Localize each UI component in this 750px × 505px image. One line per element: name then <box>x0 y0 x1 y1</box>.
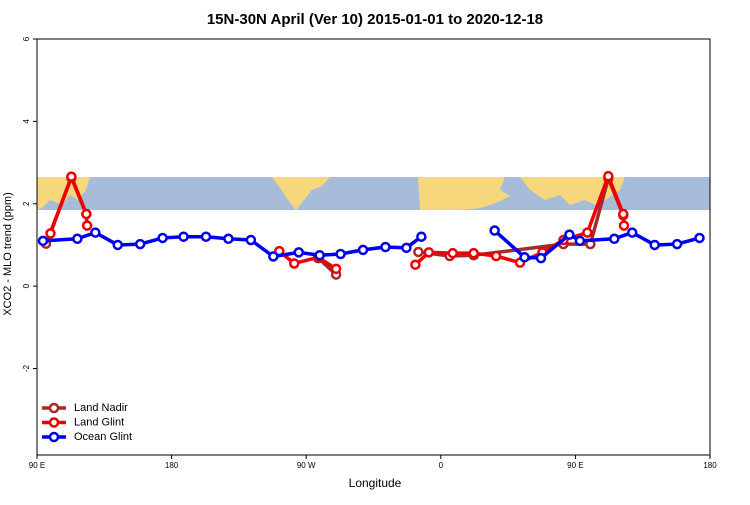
y-axis-label: XCO2 - MLO trend (ppm) <box>2 192 14 315</box>
data-point <box>519 252 530 263</box>
data-point <box>490 250 502 262</box>
y-tick-label: 6 <box>22 36 31 41</box>
data-point <box>268 251 279 262</box>
data-point <box>618 208 629 220</box>
data-point <box>357 244 369 256</box>
data-point <box>157 232 168 244</box>
data-point <box>134 238 146 250</box>
data-point <box>401 242 412 254</box>
data-point <box>694 232 705 244</box>
y-tick-label: 2 <box>22 201 31 206</box>
data-point <box>330 263 342 275</box>
x-tick-label: 0 <box>439 461 444 470</box>
data-point <box>489 225 500 236</box>
data-point <box>416 231 427 242</box>
data-point <box>81 208 92 220</box>
data-point <box>81 220 93 231</box>
legend-label: Ocean Glint <box>74 431 132 443</box>
data-point <box>564 229 575 240</box>
data-point <box>45 228 56 239</box>
data-point <box>90 227 101 238</box>
map-background <box>37 177 710 210</box>
data-point <box>223 233 234 245</box>
y-tick-label: -2 <box>22 364 31 372</box>
data-point <box>447 247 459 259</box>
data-point <box>37 235 49 247</box>
data-point <box>314 249 325 261</box>
data-point <box>335 248 346 260</box>
data-point <box>468 247 479 259</box>
data-point <box>413 246 424 258</box>
data-point <box>609 233 620 245</box>
data-point <box>618 220 630 231</box>
y-tick-label: 4 <box>22 119 31 124</box>
data-point <box>245 234 257 246</box>
data-point <box>112 239 124 251</box>
data-point <box>574 235 586 247</box>
x-tick-label: 90 E <box>29 461 45 470</box>
x-tick-label: 90 W <box>297 461 316 470</box>
x-axis-label: Longitude <box>349 476 402 490</box>
data-point <box>380 241 391 253</box>
data-point <box>671 238 683 250</box>
legend-marker <box>48 402 60 414</box>
data-point <box>410 259 421 270</box>
data-point <box>423 247 435 258</box>
data-point <box>288 258 300 269</box>
data-point <box>535 252 547 264</box>
legend-marker <box>48 417 60 428</box>
legend-marker <box>48 431 60 443</box>
data-point <box>582 227 593 238</box>
data-point <box>72 233 83 245</box>
x-tick-label: 180 <box>165 461 179 470</box>
data-point <box>626 227 638 238</box>
y-tick-label: 0 <box>22 283 31 288</box>
data-point <box>603 170 614 182</box>
chart-title: 15N-30N April (Ver 10) 2015-01-01 to 202… <box>207 11 543 28</box>
plot-frame <box>36 38 711 456</box>
data-point <box>649 239 660 251</box>
data-point <box>66 171 77 182</box>
data-point <box>178 231 189 242</box>
x-tick-label: 90 E <box>567 461 583 470</box>
data-point <box>293 247 304 258</box>
legend-label: Land Nadir <box>74 402 128 414</box>
x-tick-label: 180 <box>703 461 717 470</box>
data-point <box>200 231 212 242</box>
legend-label: Land Glint <box>74 416 124 428</box>
